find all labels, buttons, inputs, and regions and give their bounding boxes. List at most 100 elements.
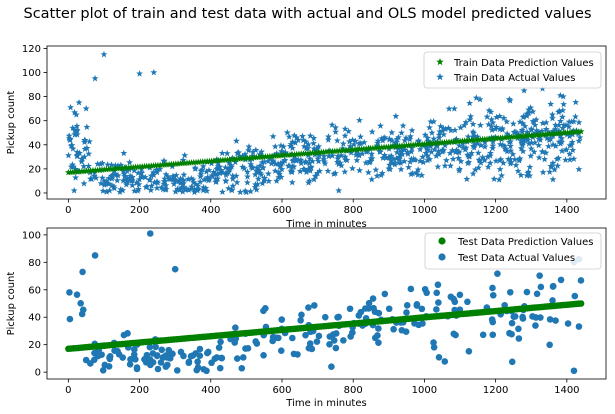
actual-point [313,338,321,345]
actual-point [479,331,487,339]
prediction-point [358,145,366,152]
actual-point [559,93,567,100]
actual-point [484,163,492,170]
prediction-point [138,162,146,170]
actual-point [126,172,134,180]
actual-point [242,188,250,196]
actual-point [449,146,456,154]
actual-point [545,142,552,150]
actual-point [455,142,463,149]
prediction-point [441,138,448,146]
prediction-point [217,156,225,164]
prediction-point [329,147,336,155]
actual-point [547,135,555,143]
actual-point [98,174,106,181]
actual-point [532,116,540,123]
prediction-point [134,163,142,170]
actual-point [549,175,557,183]
actual-point [216,163,224,170]
actual-point [179,156,187,164]
actual-point [419,158,427,166]
prediction-point [467,136,475,144]
prediction-point [553,129,560,137]
actual-point [362,305,369,312]
actual-point [203,168,210,175]
actual-point [517,137,525,145]
actual-point [202,184,210,192]
actual-point [328,121,336,128]
prediction-point [490,134,498,142]
actual-point [334,152,342,160]
actual-point [92,174,100,181]
actual-point [388,129,396,136]
actual-point [499,141,507,148]
prediction-point [152,161,160,169]
actual-point [189,352,197,359]
actual-point [403,309,410,316]
actual-point [434,163,442,170]
actual-point [558,138,566,146]
actual-point [79,268,86,276]
actual-point [528,126,535,133]
actual-point [259,164,267,171]
actual-point [552,317,559,324]
actual-point [489,331,497,339]
actual-point [292,157,300,164]
train-data-marks [64,50,585,196]
prediction-point [237,155,245,162]
actual-point [280,143,287,150]
prediction-point [181,159,189,167]
actual-point [153,168,161,176]
actual-point [538,127,546,134]
actual-point [73,131,81,138]
actual-point [75,99,83,106]
actual-point [445,105,453,112]
actual-point [496,165,504,173]
prediction-point [550,130,558,137]
actual-point [575,137,583,144]
prediction-point [373,144,381,151]
actual-point [314,169,321,177]
actual-point [465,348,473,355]
actual-point [180,171,188,178]
actual-point [204,348,212,356]
actual-point [104,161,112,168]
actual-point [117,161,125,168]
prediction-point [376,144,383,151]
prediction-point [311,149,319,156]
actual-point [146,343,154,351]
prediction-point [414,140,422,148]
actual-point [136,175,143,183]
actual-point [204,176,212,184]
actual-point [430,343,438,351]
actual-point [467,112,475,120]
prediction-point [347,146,354,153]
actual-point [403,302,411,309]
x-tick-label: 0 [65,385,71,396]
actual-point [399,122,407,129]
actual-point [515,325,522,333]
actual-point [274,160,282,167]
actual-point [79,155,86,162]
actual-point [539,168,547,176]
actual-point [474,140,481,147]
prediction-point [510,133,518,140]
x-tick-label: 600 [272,385,291,396]
actual-point [80,180,88,187]
actual-point [479,153,487,161]
actual-point [546,316,554,323]
actual-point [398,129,405,136]
y-tick-label: 0 [35,188,41,199]
x-tick-label: 1000 [412,385,437,396]
actual-point [523,172,531,179]
prediction-point [302,149,310,157]
actual-point [542,118,550,126]
actual-point [81,138,88,146]
actual-point [117,185,125,193]
prediction-point [82,167,90,174]
prediction-point [197,158,204,165]
train-legend: Train Data Prediction Values Train Data … [423,51,602,89]
actual-point [73,122,81,129]
actual-point [229,172,237,179]
